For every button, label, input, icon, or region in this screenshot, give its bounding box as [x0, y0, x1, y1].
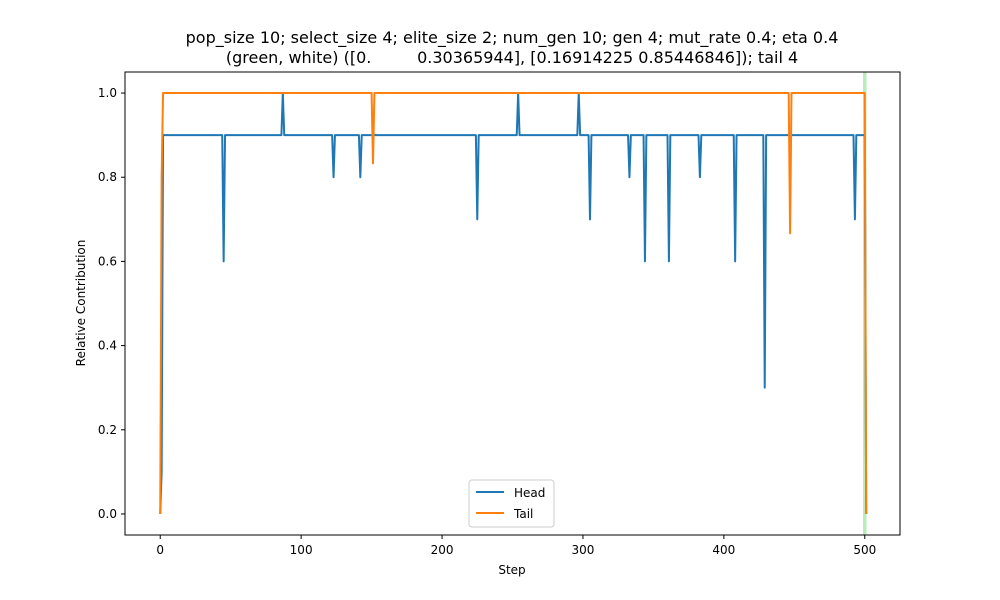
x-tick-label: 200: [431, 543, 454, 557]
series-line-head: [159, 92, 868, 514]
x-tick-label: 400: [712, 543, 735, 557]
x-tick-label: 100: [290, 543, 313, 557]
x-tick-label: 500: [853, 543, 876, 557]
axis-ticks: 0 100 200 300 400 500 0.0 0.2 0.4 0.6 0.8 1.0: [98, 86, 876, 557]
axes-frame: [124, 71, 901, 536]
legend: Head Tail: [468, 479, 555, 528]
y-tick-label: 0.0: [98, 507, 117, 521]
y-tick-label: 1.0: [98, 86, 117, 100]
x-tick-label: 300: [572, 543, 595, 557]
chart-title: pop_size 10; select_size 4; elite_size 2…: [186, 28, 839, 48]
y-tick-label: 0.4: [98, 339, 117, 353]
series-line-tail: [159, 92, 868, 514]
y-tick-label: 0.2: [98, 423, 117, 437]
x-tick-label: 0: [156, 543, 164, 557]
chart-subtitle: (green, white) ([0. 0.30365944], [0.1691…: [226, 48, 798, 67]
legend-head-label: Head: [514, 486, 545, 500]
y-axis-label: Relative Contribution: [74, 240, 88, 367]
legend-tail-label: Tail: [513, 507, 533, 521]
x-axis-label: Step: [498, 563, 525, 577]
y-tick-label: 0.8: [98, 170, 117, 184]
y-tick-label: 0.6: [98, 254, 117, 268]
plot-area: [159, 72, 868, 535]
